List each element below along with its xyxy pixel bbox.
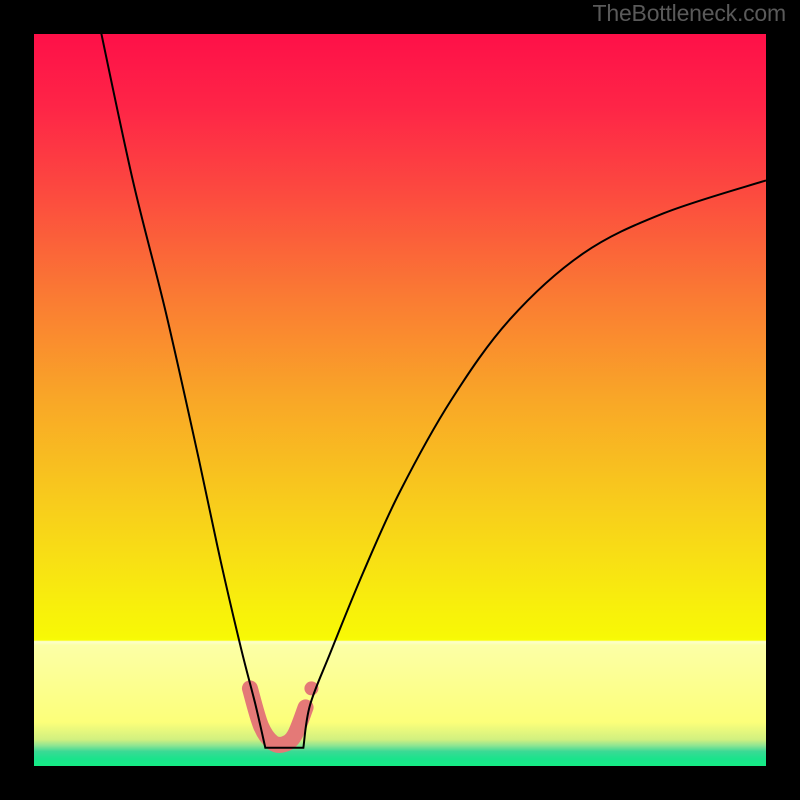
bottleneck-chart xyxy=(0,0,800,800)
figure-container: TheBottleneck.com xyxy=(0,0,800,800)
watermark-text: TheBottleneck.com xyxy=(593,0,786,27)
gradient-plot-area xyxy=(34,34,766,766)
